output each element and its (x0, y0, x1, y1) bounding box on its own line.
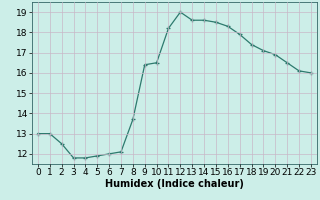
X-axis label: Humidex (Indice chaleur): Humidex (Indice chaleur) (105, 179, 244, 189)
